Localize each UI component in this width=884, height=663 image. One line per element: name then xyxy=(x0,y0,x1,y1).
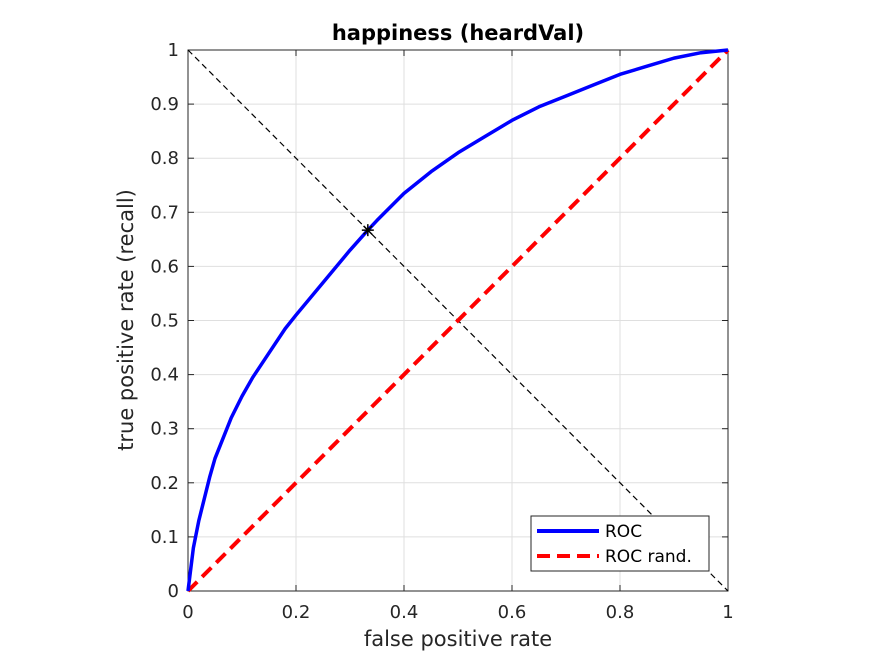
y-tick-label: 0.6 xyxy=(150,256,179,277)
y-tick-labels: 0 0.1 0.2 0.3 0.4 0.5 0.6 0.7 0.8 0.9 1 xyxy=(150,40,179,602)
grid-lines xyxy=(187,49,729,592)
x-tick-label: 0.6 xyxy=(498,602,527,623)
series-line-roc xyxy=(186,48,729,592)
y-tick-label: 0.8 xyxy=(150,148,179,169)
chart-title: happiness (heardVal) xyxy=(332,21,584,45)
x-tick-label: 0.4 xyxy=(390,602,419,623)
y-tick-label: 0.5 xyxy=(150,311,179,332)
y-tick-label: 0 xyxy=(168,581,179,602)
x-axis-title: false positive rate xyxy=(364,627,552,651)
series-lines xyxy=(186,48,730,593)
x-tick-label: 1 xyxy=(722,602,733,623)
marker-asterisk xyxy=(361,224,374,237)
y-axis-title: true positive rate (recall) xyxy=(114,189,138,451)
legend: ROC ROC rand. xyxy=(530,515,710,572)
y-tick-label: 0.4 xyxy=(150,365,179,386)
x-tick-label: 0 xyxy=(182,602,193,623)
series-line-roc-rand xyxy=(186,48,730,593)
legend-label-roc: ROC xyxy=(605,522,642,542)
legend-label-roc-rand: ROC rand. xyxy=(605,547,692,567)
y-tick-label: 0.3 xyxy=(150,419,179,440)
y-tick-label: 0.2 xyxy=(150,473,179,494)
marker-stroke xyxy=(363,225,373,235)
x-tick-label: 0.8 xyxy=(606,602,635,623)
optimal-point-marker xyxy=(361,224,374,237)
x-tick-labels: 0 0.2 0.4 0.6 0.8 1 xyxy=(182,602,733,623)
y-tick-label: 0.9 xyxy=(150,94,179,115)
y-tick-label: 0.7 xyxy=(150,202,179,223)
y-tick-label: 1 xyxy=(168,40,179,61)
x-tick-label: 0.2 xyxy=(282,602,311,623)
legend-box xyxy=(530,515,710,572)
y-tick-label: 0.1 xyxy=(150,527,179,548)
tick-marks xyxy=(187,49,729,592)
